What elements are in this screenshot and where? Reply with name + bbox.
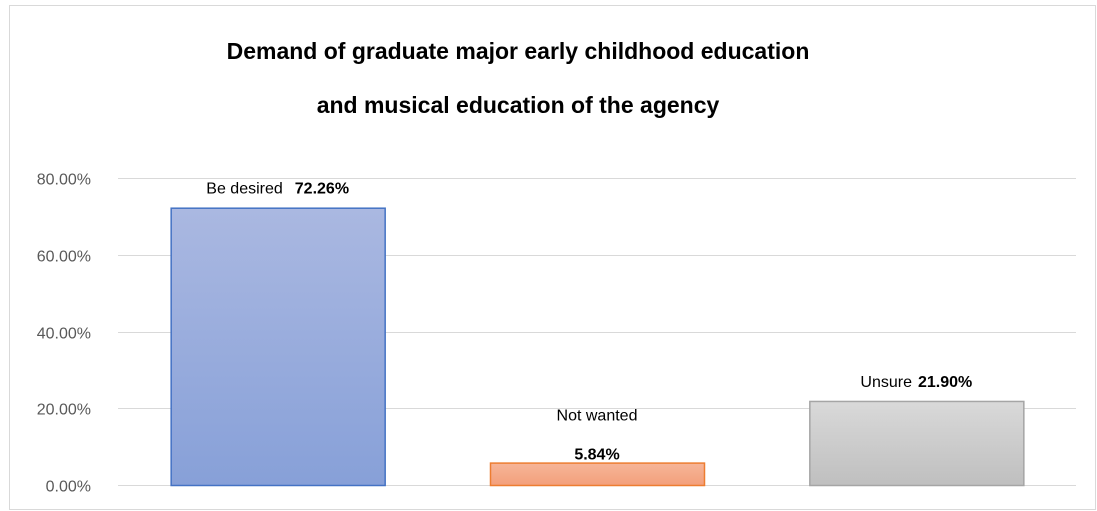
data-label-category: Not wanted (557, 408, 638, 425)
y-tick-label: 80.00% (37, 172, 91, 189)
data-label-category: Be desired (206, 181, 283, 198)
bar-not-wanted (489, 462, 706, 487)
data-label-value: 5.84% (574, 447, 619, 464)
data-label: Be desired 72.26% (206, 181, 349, 198)
chart-title-line-1: Demand of graduate major early childhood… (227, 38, 810, 64)
bar-chart: Demand of graduate major early childhood… (37, 38, 1076, 496)
chart-title: Demand of graduate major early childhood… (227, 38, 810, 118)
chart-frame: Demand of graduate major early childhood… (9, 5, 1096, 510)
data-label-value: 72.26% (295, 181, 349, 198)
y-tick-label: 40.00% (37, 326, 91, 343)
y-axis-tick-labels: 0.00% 20.00% 40.00% 60.00% 80.00% (37, 172, 91, 496)
y-tick-label: 60.00% (37, 249, 91, 266)
data-labels: Be desired 72.26% Not wanted 5.84% Unsure 21.… (206, 181, 972, 464)
data-label-value: 21.90% (918, 374, 972, 391)
data-label: Unsure 21.90% (860, 374, 972, 391)
y-tick-label: 20.00% (37, 402, 91, 419)
bars (170, 207, 1025, 487)
y-tick-label: 0.00% (46, 479, 91, 496)
chart-title-line-2: and musical education of the agency (317, 92, 720, 118)
bar-unsure (809, 400, 1025, 487)
bar-be-desired (170, 207, 386, 487)
data-label-category: Unsure (860, 374, 912, 391)
